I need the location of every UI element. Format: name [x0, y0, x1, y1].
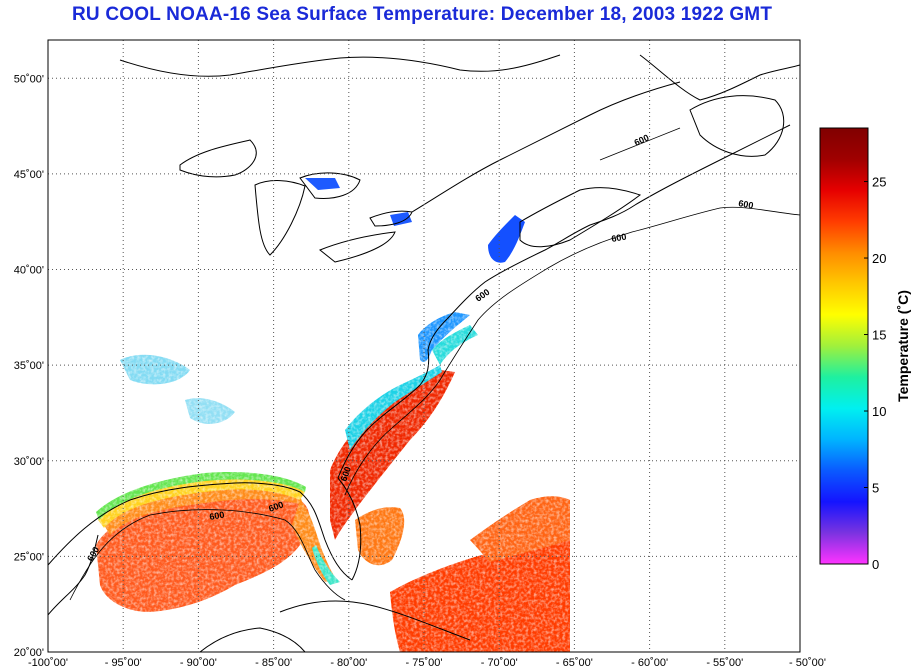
latitude-tick-label: 45˚00' [14, 169, 44, 181]
longitude-tick-label: - 90˚00' [180, 657, 217, 669]
isobath-label: 600 [611, 232, 628, 244]
colorbar-tick-label: 5 [872, 481, 879, 496]
longitude-tick-label: - 80˚00' [330, 657, 367, 669]
isobath-label: 600 [738, 198, 755, 210]
coastlines [48, 54, 800, 652]
isobath-600 [69, 127, 800, 601]
colorbar-tick-label: 10 [872, 404, 886, 419]
colorbar-tick-label: 25 [872, 175, 886, 190]
longitude-tick-label: -100˚00' [28, 657, 68, 669]
map-title: RU COOL NOAA-16 Sea Surface Temperature:… [72, 4, 773, 25]
yucatan [199, 627, 306, 652]
longitude-tick-label: - 55˚00' [706, 657, 743, 669]
latitude-tick-label: 30˚00' [14, 456, 44, 468]
latitude-tick-label: 50˚00' [14, 73, 44, 85]
great-lakes-outline [179, 139, 413, 263]
longitude-tick-label: - 75˚00' [406, 657, 443, 669]
us-gulf-coast [48, 482, 353, 581]
st-lawrence [411, 81, 681, 213]
longitude-tick-label: - 95˚00' [105, 657, 142, 669]
latitude-tick-label: 25˚00' [14, 551, 44, 563]
us-east-coast [337, 124, 791, 479]
colorbar-tick-label: 20 [872, 251, 886, 266]
colorbar-tick-label: 15 [872, 328, 886, 343]
colorbar-ticks: 0 5 10 15 20 25 [864, 175, 886, 572]
graticule [48, 40, 800, 652]
nova-scotia [519, 187, 642, 248]
colorbar: 0 5 10 15 20 25 Temperature (˚C) [819, 127, 911, 572]
cuba-coast [279, 600, 471, 641]
newfoundland [689, 95, 785, 157]
longitude-tick-label: - 50˚00' [789, 657, 826, 669]
hudson-bay-coast [119, 54, 561, 77]
great-lakes-sst [305, 178, 340, 190]
gulf-of-maine-sst [488, 215, 525, 263]
longitude-tick-label: - 70˚00' [481, 657, 518, 669]
latitude-labels: 20˚00' 25˚00' 30˚00' 35˚00' 40˚00' 45˚00' 50˚0… [14, 73, 44, 659]
colorbar-gradient [819, 127, 869, 565]
colorbar-tick-label: 0 [872, 557, 879, 572]
longitude-tick-label: - 85˚00' [255, 657, 292, 669]
florida-peninsula [337, 477, 362, 581]
latitude-tick-label: 40˚00' [14, 265, 44, 277]
colorbar-label: Temperature (˚C) [895, 290, 911, 402]
longitude-tick-label: - 65˚00' [556, 657, 593, 669]
longitude-labels: -100˚00' - 95˚00' - 90˚00' - 85˚00' - 80˚00'… [28, 657, 826, 669]
latitude-tick-label: 35˚00' [14, 360, 44, 372]
longitude-tick-label: - 60˚00' [631, 657, 668, 669]
isobath-label: 600 [209, 510, 226, 522]
mexico-coast [48, 534, 99, 616]
lake-ontario-sst [390, 212, 412, 226]
isobath-label: 600 [267, 499, 285, 514]
isobath-label: 600 [338, 465, 353, 483]
latitude-tick-label: 20˚00' [14, 647, 44, 659]
